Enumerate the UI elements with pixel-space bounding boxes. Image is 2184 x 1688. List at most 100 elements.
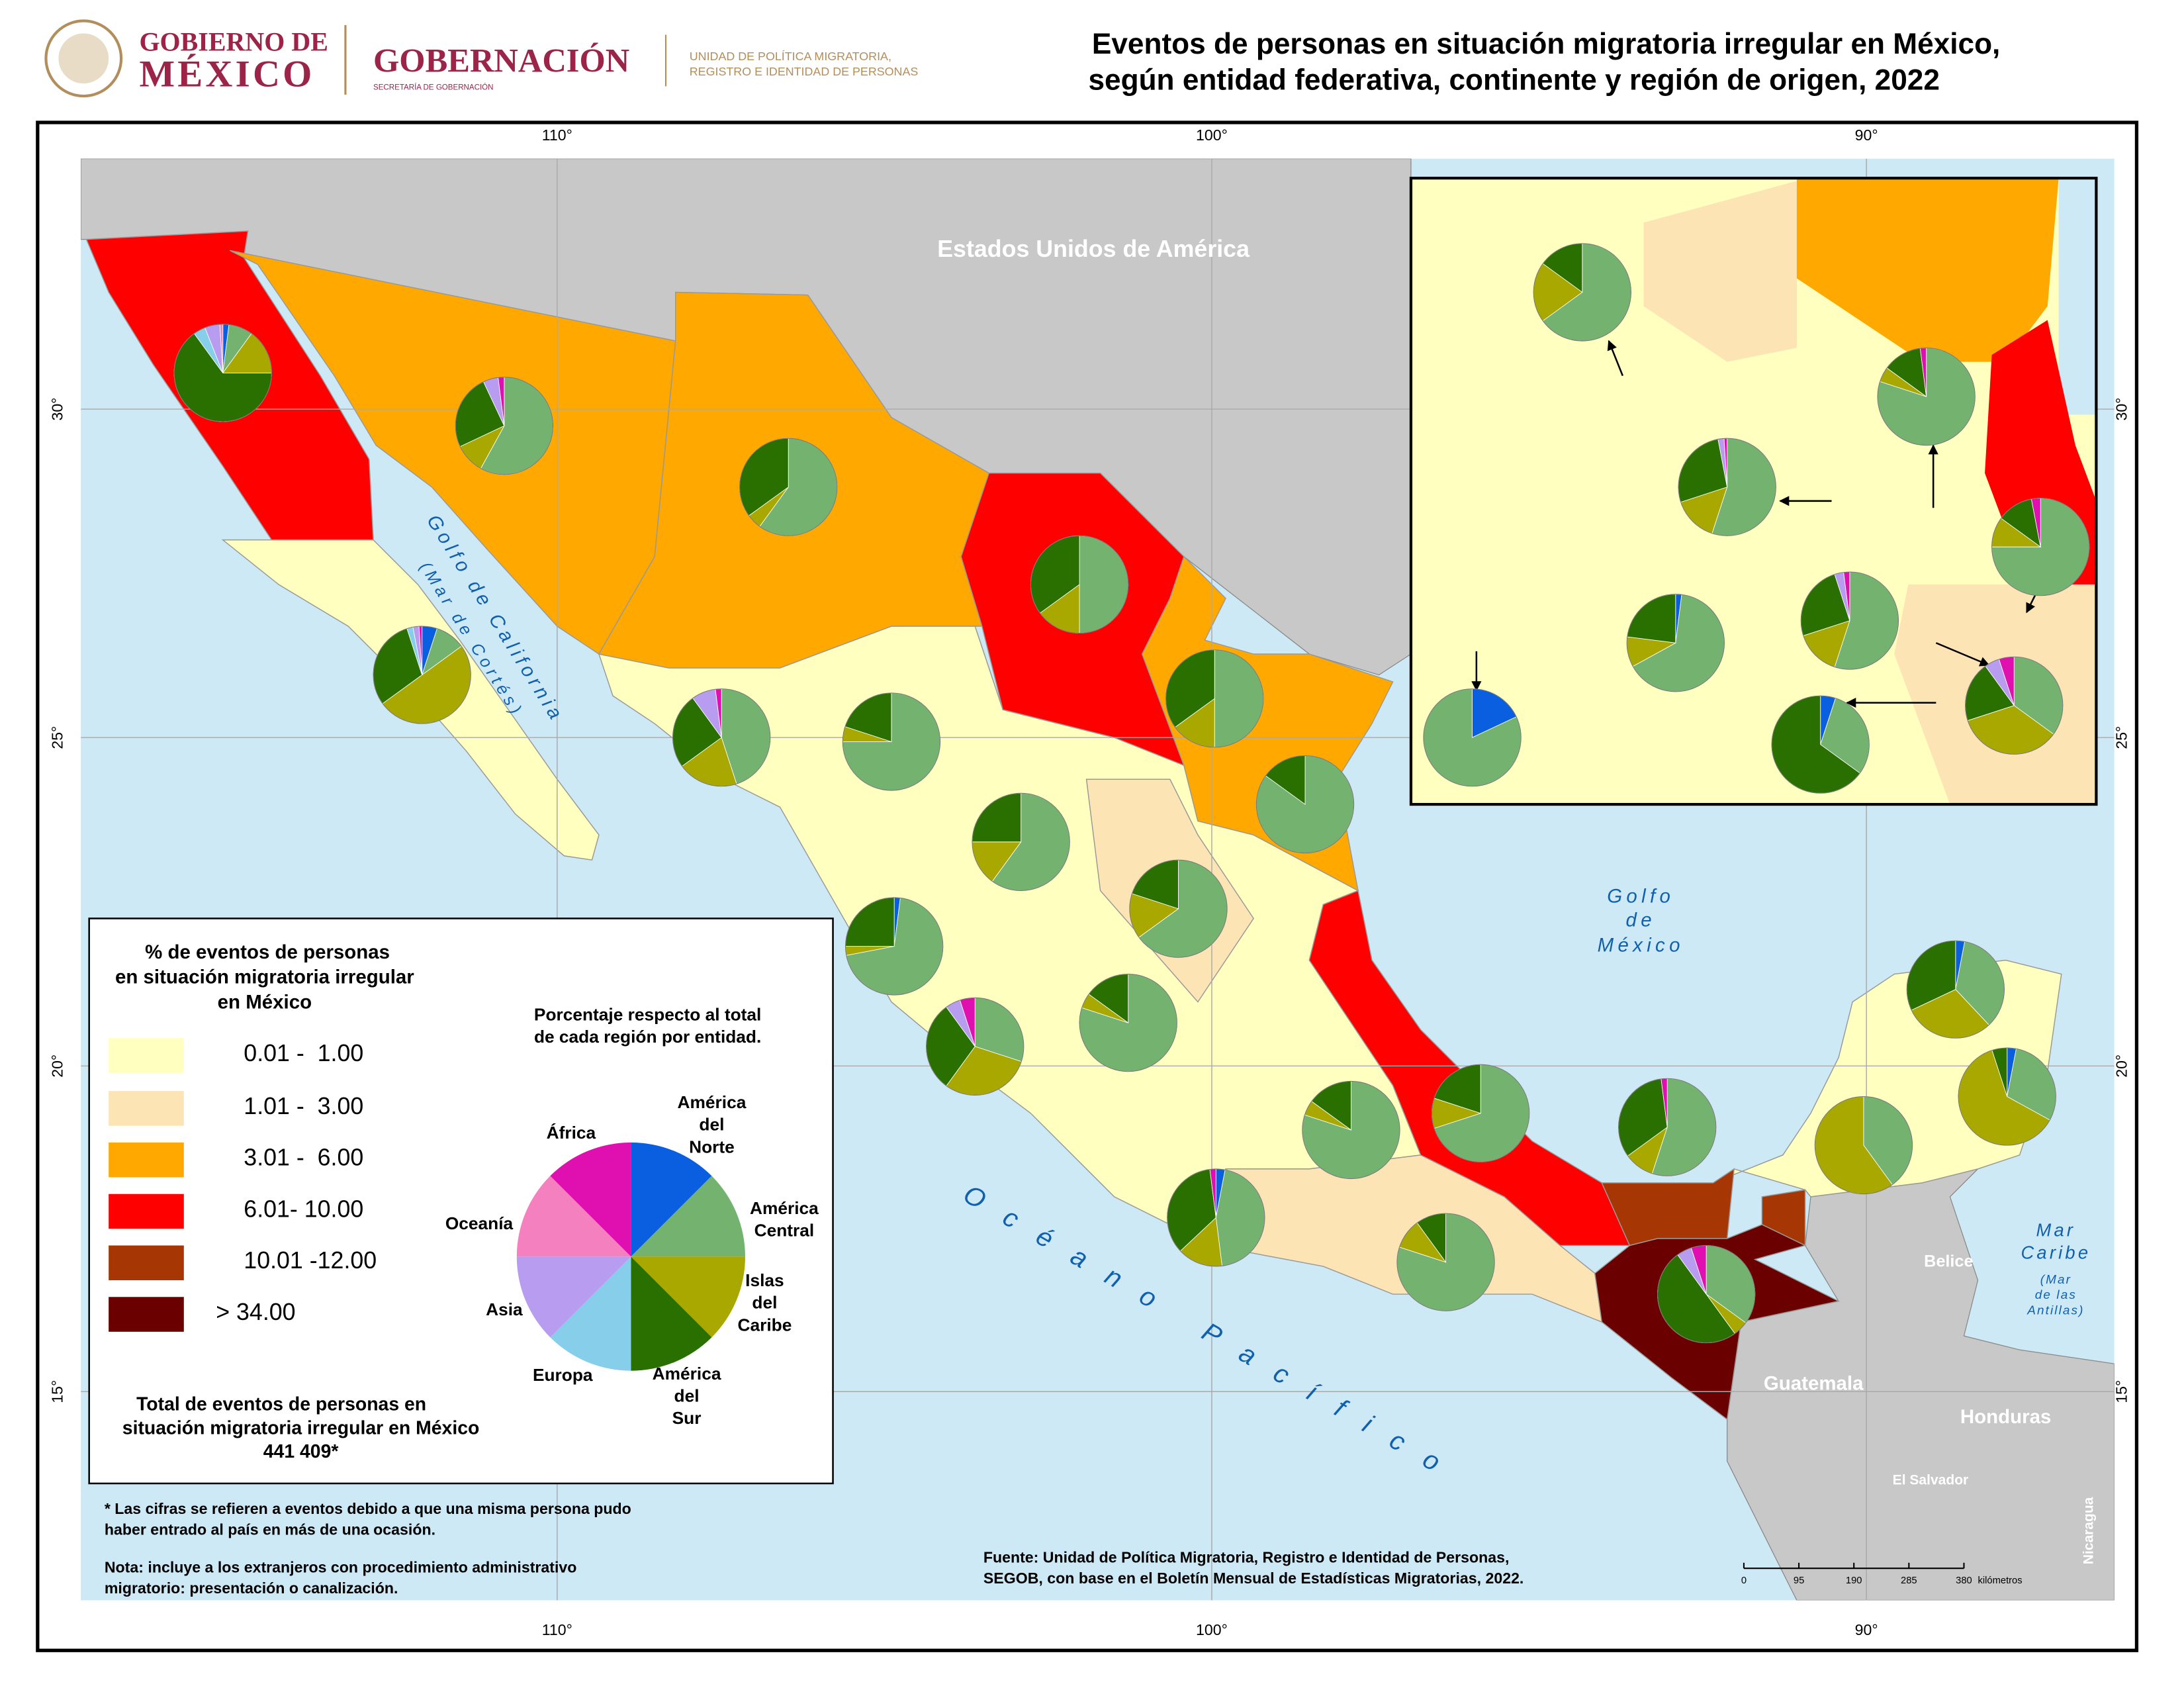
- pie: [1302, 1080, 1400, 1180]
- legend-swatch: [109, 1297, 184, 1332]
- place-label: Belice: [1924, 1252, 1973, 1270]
- scale-bar: 0 95 190 285 380 kilómetros: [1741, 1562, 2023, 1586]
- pie-outline: [844, 897, 944, 996]
- source: SEGOB, con base en el Boletín Mensual de…: [983, 1570, 1524, 1587]
- pie-outline: [1167, 1168, 1265, 1267]
- pie-note: de cada región por entidad.: [534, 1027, 761, 1047]
- place-label: Nicaragua: [2081, 1497, 2096, 1564]
- legend: % de eventos de personas en situación mi…: [88, 917, 834, 1485]
- region-label: Caribe: [737, 1315, 792, 1335]
- region-label: del: [699, 1115, 724, 1135]
- pie-slice: [550, 1256, 631, 1371]
- notes: * Las cifras se refieren a eventos debid…: [105, 1500, 1524, 1597]
- region-label: Asia: [486, 1299, 523, 1319]
- pie-outline: [1814, 1096, 1913, 1195]
- arrow: [1935, 642, 1990, 667]
- pie: [1030, 535, 1129, 634]
- pie: [844, 897, 944, 996]
- pie-outline: [1678, 438, 1776, 536]
- arrow: [1607, 340, 1624, 377]
- pie-outline: [1800, 571, 1899, 670]
- pie-outline: [1255, 755, 1355, 854]
- place-label: Estados Unidos de América: [937, 236, 1250, 262]
- emblem: [44, 19, 123, 98]
- legend-label: 1.01 - 3.00: [244, 1093, 363, 1119]
- pie-slice: [631, 1256, 745, 1338]
- pie-outline: [1626, 594, 1725, 692]
- title: según entidad federativa, continente y r…: [1088, 64, 1939, 97]
- note: migratorio: presentación o canalización.: [105, 1579, 398, 1597]
- region-label: Sur: [672, 1408, 702, 1428]
- region-label: América: [678, 1092, 747, 1112]
- logo-text: MÉXICO: [139, 54, 314, 95]
- pie-outline: [1030, 535, 1129, 634]
- place-label: Guatemala: [1764, 1373, 1864, 1395]
- legend-swatch: [109, 1038, 184, 1073]
- longitude-label: 100°: [1196, 1621, 1228, 1638]
- pie: [739, 438, 838, 536]
- legend-label: 0.01 - 1.00: [244, 1040, 363, 1066]
- longitude-label: 110°: [542, 126, 572, 144]
- pie: [1255, 755, 1355, 854]
- pie-slice: [631, 1142, 712, 1257]
- total-text: Total de eventos de personas en: [136, 1394, 426, 1415]
- state: [221, 539, 600, 861]
- region-label: Oceanía: [445, 1213, 514, 1233]
- logo-text: REGISTRO E IDENTIDAD DE PERSONAS: [690, 65, 919, 78]
- legend-swatch: [109, 1194, 184, 1229]
- legend-swatch: [109, 1142, 184, 1178]
- pie: [672, 688, 771, 787]
- region-label: Central: [754, 1220, 815, 1240]
- place-label: El Salvador: [1893, 1472, 1969, 1487]
- region-label: del: [674, 1386, 700, 1406]
- pie-outline: [455, 377, 554, 475]
- source: Fuente: Unidad de Política Migratoria, R…: [983, 1549, 1510, 1566]
- pie-outline: [1958, 1047, 2056, 1146]
- pie-slice: [631, 1176, 745, 1257]
- sea: [2058, 178, 2097, 415]
- pies: [173, 243, 2090, 1344]
- pie-outline: [672, 688, 771, 787]
- region-label: Norte: [689, 1137, 735, 1156]
- pie-outline: [1302, 1080, 1400, 1180]
- pie-outline: [1771, 695, 1870, 794]
- region-label: Europa: [533, 1365, 593, 1385]
- latitude-label: 15°: [2113, 1380, 2130, 1403]
- pie-slice: [516, 1256, 631, 1338]
- legend-label: > 34.00: [216, 1299, 295, 1325]
- longitude-label: 100°: [1196, 126, 1228, 144]
- pie-slice: [516, 1176, 631, 1257]
- pie: [1423, 688, 1522, 787]
- logo-text: UNIDAD DE POLÍTICA MIGRATORIA,: [690, 50, 891, 63]
- note: Nota: incluye a los extranjeros con proc…: [105, 1558, 577, 1575]
- pie: [1079, 974, 1177, 1072]
- scale-unit: kilómetros: [1978, 1575, 2023, 1586]
- place-label: Antillas): [2026, 1303, 2084, 1317]
- pie-outline: [1533, 243, 1632, 342]
- longitude-label: 90°: [1855, 126, 1878, 144]
- region-label: África: [547, 1123, 596, 1143]
- pie: [1814, 1096, 1913, 1195]
- emblem-core: [58, 33, 109, 84]
- pie: [1958, 1047, 2056, 1146]
- pie-outline: [1431, 1064, 1530, 1162]
- scale-label: 95: [1794, 1575, 1804, 1586]
- title: Eventos de personas en situación migrato…: [1092, 28, 2000, 60]
- latitude-label: 30°: [48, 398, 66, 421]
- latitude-label: 25°: [2113, 726, 2130, 749]
- place-label: (Mar: [2040, 1273, 2071, 1287]
- header: GOBIERNO DE MÉXICO GOBERNACIÓN SECRETARÍ…: [44, 19, 2000, 98]
- latitude-label: 30°: [2113, 398, 2130, 421]
- total-text: situación migratoria irregular en México: [122, 1417, 480, 1438]
- region-label: del: [752, 1293, 777, 1313]
- scale-label: 0: [1741, 1575, 1747, 1586]
- pie-slice: [550, 1142, 631, 1257]
- pie-outline: [1165, 649, 1264, 748]
- pie: [455, 377, 554, 475]
- legend-label: 10.01 -12.00: [244, 1247, 377, 1274]
- scale-label: 380: [1956, 1575, 1972, 1586]
- region-label: América: [653, 1364, 721, 1383]
- pie: [1906, 940, 2005, 1039]
- region-label: Islas: [745, 1270, 784, 1290]
